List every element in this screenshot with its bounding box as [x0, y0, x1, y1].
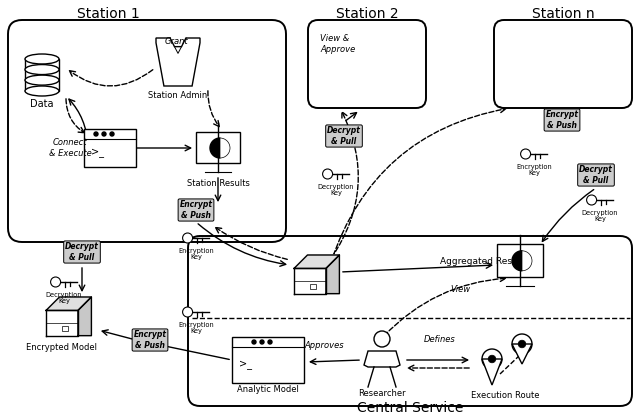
Text: Station Admin: Station Admin	[148, 92, 207, 100]
Text: View: View	[450, 285, 470, 295]
Text: Decryption
Key: Decryption Key	[317, 184, 355, 196]
Text: Defines: Defines	[424, 336, 456, 344]
Wedge shape	[220, 138, 230, 158]
Text: Decrypt
& Pull: Decrypt & Pull	[327, 126, 361, 146]
Text: Encrypt
& Push: Encrypt & Push	[545, 110, 579, 130]
Text: Encrypt
& Push: Encrypt & Push	[134, 330, 166, 350]
Text: Encrypted Model: Encrypted Model	[26, 344, 97, 352]
Circle shape	[512, 334, 532, 354]
Circle shape	[482, 349, 502, 369]
Text: >_: >_	[91, 148, 104, 158]
Text: Approves: Approves	[304, 341, 344, 349]
Circle shape	[587, 195, 596, 205]
Text: Encryption
Key: Encryption Key	[178, 247, 214, 260]
Bar	[25, 59, 59, 91]
Text: Encryption
Key: Encryption Key	[178, 321, 214, 334]
Text: Aggregated Results: Aggregated Results	[440, 257, 529, 267]
Text: Station 2: Station 2	[336, 7, 398, 21]
Wedge shape	[522, 251, 532, 271]
Wedge shape	[210, 138, 220, 158]
Circle shape	[323, 169, 333, 179]
Text: Analytic Model: Analytic Model	[237, 385, 299, 395]
Polygon shape	[512, 344, 532, 364]
Circle shape	[488, 355, 496, 363]
Text: >_: >_	[239, 360, 252, 370]
Text: Connect
& Execute: Connect & Execute	[49, 138, 92, 158]
Wedge shape	[512, 251, 522, 271]
Polygon shape	[326, 255, 339, 293]
Ellipse shape	[25, 54, 59, 64]
Circle shape	[518, 340, 526, 348]
Bar	[232, 337, 304, 383]
Polygon shape	[294, 268, 326, 293]
Polygon shape	[364, 351, 400, 367]
Text: Decrypt
& Pull: Decrypt & Pull	[579, 165, 613, 185]
Text: Grant: Grant	[164, 38, 188, 46]
Bar	[62, 326, 68, 331]
Circle shape	[102, 132, 106, 136]
Text: Execution Route: Execution Route	[471, 390, 540, 400]
Circle shape	[268, 340, 272, 344]
Circle shape	[374, 331, 390, 347]
Polygon shape	[78, 297, 92, 336]
Circle shape	[520, 149, 531, 159]
Text: Researcher: Researcher	[358, 388, 406, 398]
Polygon shape	[156, 38, 200, 86]
Circle shape	[260, 340, 264, 344]
Circle shape	[94, 132, 98, 136]
Polygon shape	[46, 297, 92, 311]
Circle shape	[252, 340, 256, 344]
Bar	[497, 244, 543, 277]
Bar	[310, 283, 316, 289]
Bar	[196, 132, 240, 163]
Bar	[84, 129, 136, 167]
Polygon shape	[294, 255, 339, 268]
Circle shape	[51, 277, 61, 287]
Circle shape	[110, 132, 114, 136]
Ellipse shape	[25, 86, 59, 96]
Text: Decryption
Key: Decryption Key	[45, 291, 83, 304]
Text: Central Service: Central Service	[357, 401, 463, 415]
Text: Encryption
Key: Encryption Key	[516, 163, 552, 176]
Text: Station 1: Station 1	[77, 7, 140, 21]
Text: Station Results: Station Results	[187, 178, 250, 188]
Ellipse shape	[25, 75, 59, 85]
Text: Decryption
Key: Decryption Key	[582, 209, 618, 222]
Text: Station n: Station n	[532, 7, 595, 21]
Text: Decrypt
& Pull: Decrypt & Pull	[65, 242, 99, 262]
Text: View &
Approve: View & Approve	[320, 34, 355, 54]
Polygon shape	[482, 359, 502, 385]
Circle shape	[182, 307, 193, 317]
Circle shape	[182, 233, 193, 243]
Text: Data: Data	[30, 99, 54, 109]
Text: Encrypt
& Push: Encrypt & Push	[179, 200, 212, 220]
Polygon shape	[46, 311, 78, 336]
Ellipse shape	[25, 64, 59, 74]
